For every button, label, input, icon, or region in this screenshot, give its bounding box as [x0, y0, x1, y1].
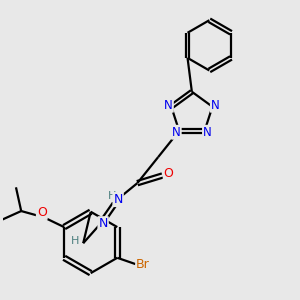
Text: N: N: [203, 126, 212, 139]
Text: N: N: [98, 217, 108, 230]
Text: N: N: [164, 99, 173, 112]
Text: N: N: [172, 126, 181, 139]
Text: H: H: [71, 236, 80, 247]
Text: Br: Br: [136, 258, 150, 271]
Text: N: N: [211, 99, 220, 112]
Text: O: O: [164, 167, 174, 180]
Text: H: H: [108, 191, 117, 201]
Text: N: N: [113, 193, 123, 206]
Text: O: O: [37, 206, 47, 219]
